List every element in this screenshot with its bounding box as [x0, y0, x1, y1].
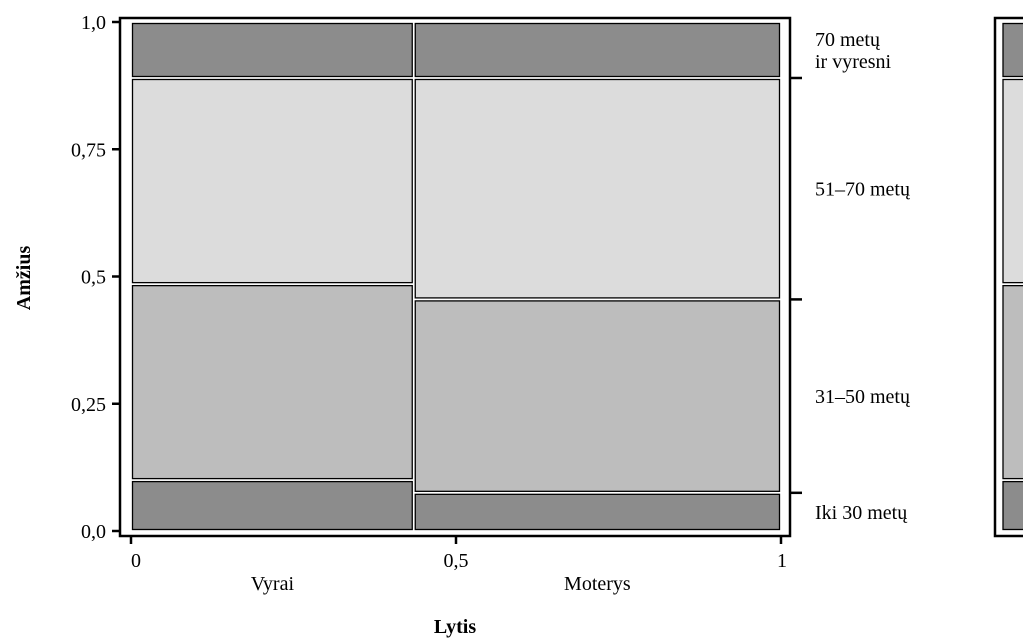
right-category-label: 31–50 metų: [815, 386, 911, 408]
tile-0-0: [131, 480, 413, 531]
tile-1-0: [414, 493, 781, 531]
mosaic-tiles: [131, 22, 781, 531]
second-panel-tile: [1002, 480, 1023, 531]
x-tick-label: 0,5: [444, 550, 469, 572]
x-tick-label: 1: [777, 550, 787, 572]
category-label: Vyrai: [251, 573, 295, 595]
tile-0-3: [131, 22, 413, 78]
tile-1-3: [414, 22, 781, 78]
second-panel-tile: [1002, 22, 1023, 78]
tile-1-2: [414, 78, 781, 299]
tile-1-1: [414, 300, 781, 492]
right-category-label: ir vyresni: [815, 51, 892, 73]
y-tick-label: 1,0: [81, 12, 106, 34]
y-tick-label: 0,75: [71, 139, 106, 161]
x-tick-label: 0: [131, 550, 141, 572]
y-tick-label: 0,25: [71, 394, 106, 416]
second-panel-partial: [993, 16, 1023, 538]
category-label: Moterys: [564, 573, 631, 595]
second-panel-tile: [1002, 284, 1023, 480]
y-tick-label: 0,5: [81, 267, 106, 289]
axes: 0,0 0,25 0,5 0,75 1,0 0 0,5 1 Vyrai Moterys: [71, 12, 787, 595]
y-tick-label: 0,0: [81, 521, 106, 543]
y-axis-title: Amžius: [13, 246, 35, 311]
second-panel-tile: [1002, 78, 1023, 284]
tile-0-1: [131, 284, 413, 480]
right-category-label: Iki 30 metų: [815, 502, 908, 524]
right-category-label: 51–70 metų: [815, 179, 911, 201]
right-category-label: 70 metų: [815, 29, 881, 51]
x-axis-title: Lytis: [434, 616, 476, 638]
tile-0-2: [131, 78, 413, 284]
